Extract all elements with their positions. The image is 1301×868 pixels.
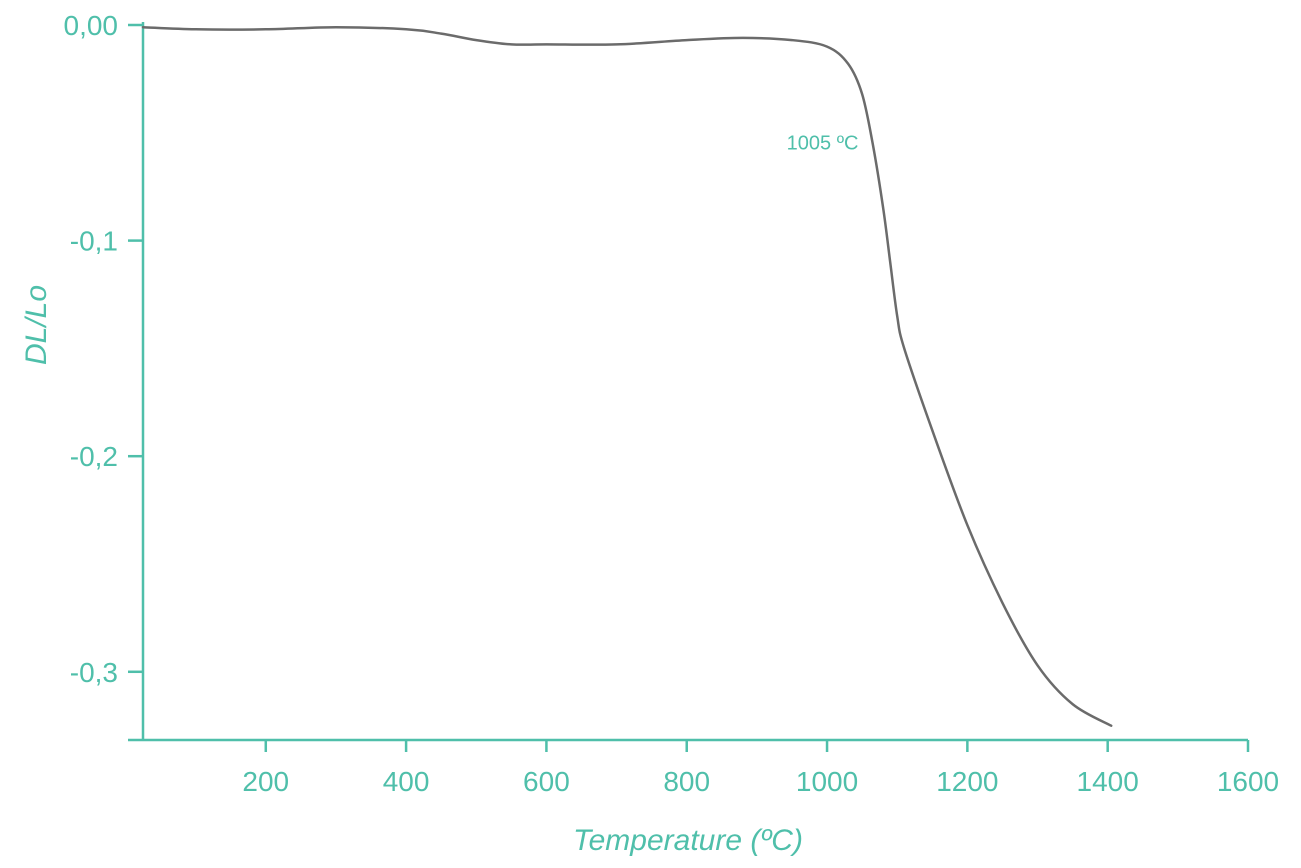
y-axis-title: DL/Lo xyxy=(20,285,53,365)
x-tick-label: 1000 xyxy=(796,766,858,797)
x-tick-label: 800 xyxy=(663,766,710,797)
y-ticks: 0,00 -0,1 -0,2 -0,3 xyxy=(64,10,143,688)
x-axis-title: Temperature (ºC) xyxy=(573,824,803,857)
x-tick-label: 1200 xyxy=(936,766,998,797)
x-tick-label: 1600 xyxy=(1217,766,1279,797)
annotations: 1005 ºC xyxy=(787,133,859,155)
x-ticks: 200 400 600 800 1000 1200 1400 1600 xyxy=(242,740,1279,797)
x-tick-label: 1400 xyxy=(1077,766,1139,797)
y-tick-label: -0,1 xyxy=(70,226,118,257)
x-tick-label: 200 xyxy=(242,766,289,797)
x-tick-label: 400 xyxy=(383,766,430,797)
y-tick-label: 0,00 xyxy=(64,10,119,41)
series-line xyxy=(141,25,1113,727)
y-tick-label: -0,3 xyxy=(70,657,118,688)
axes xyxy=(128,22,1248,742)
y-tick-label: -0,2 xyxy=(70,441,118,472)
annotation-label: 1005 ºC xyxy=(787,133,859,155)
x-tick-label: 600 xyxy=(523,766,570,797)
series xyxy=(141,25,1113,727)
